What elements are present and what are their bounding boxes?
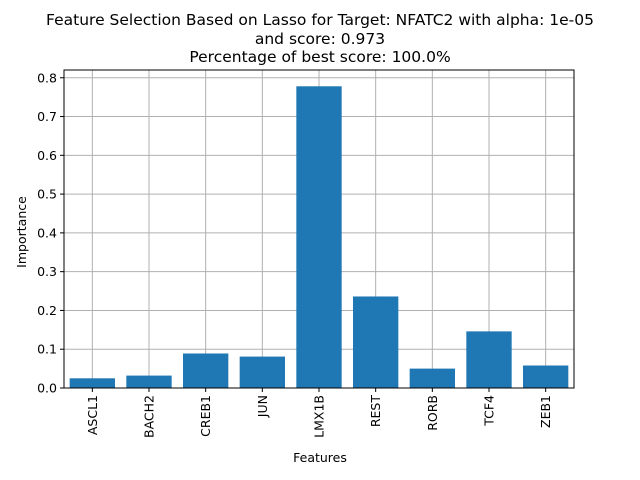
y-tick-label: 0.0 (37, 381, 57, 396)
bar-bach2 (126, 375, 172, 388)
x-tick-label: TCF4 (482, 395, 497, 427)
bar-tcf4 (466, 331, 512, 388)
bar-ascl1 (69, 378, 115, 388)
x-tick-label: REST (368, 395, 383, 428)
bar-jun (239, 356, 285, 388)
x-tick-label: RORB (425, 395, 440, 431)
title-line-2: and score: 0.973 (255, 30, 385, 48)
x-tick-label: CREB1 (198, 395, 213, 437)
y-tick-label: 0.1 (37, 342, 57, 357)
y-tick-label: 0.8 (37, 70, 57, 85)
x-tick-label: LMX1B (312, 395, 327, 438)
bars (69, 86, 569, 388)
y-tick-label: 0.6 (37, 148, 57, 163)
chart-title: Feature Selection Based on Lasso for Tar… (46, 11, 594, 66)
bar-rorb (409, 368, 455, 388)
bar-zeb1 (523, 365, 569, 388)
y-tick-label: 0.3 (37, 264, 57, 279)
y-tick-label: 0.2 (37, 303, 57, 318)
y-tick-label: 0.5 (37, 187, 57, 202)
y-axis-label: Importance (14, 196, 29, 268)
x-tick-label: JUN (255, 395, 270, 418)
x-axis-label: Features (293, 450, 347, 465)
x-tick-label: BACH2 (142, 395, 157, 438)
bar-lmx1b (296, 86, 342, 388)
title-line-1: Feature Selection Based on Lasso for Tar… (46, 11, 594, 29)
x-tick-label: ASCL1 (85, 395, 100, 435)
y-tick-label: 0.4 (37, 225, 57, 240)
y-tick-label: 0.7 (37, 109, 57, 124)
x-tick-label: ZEB1 (538, 395, 553, 428)
bar-rest (353, 296, 399, 388)
title-line-3: Percentage of best score: 100.0% (189, 48, 450, 66)
x-axis-ticks: ASCL1 BACH2 CREB1 JUN LMX1B REST RORB TCF4 ZEB1 (85, 388, 553, 438)
y-axis-ticks: 0.0 0.1 0.2 0.3 0.4 0.5 0.6 0.7 0.8 (37, 70, 64, 396)
bar-creb1 (183, 353, 229, 388)
